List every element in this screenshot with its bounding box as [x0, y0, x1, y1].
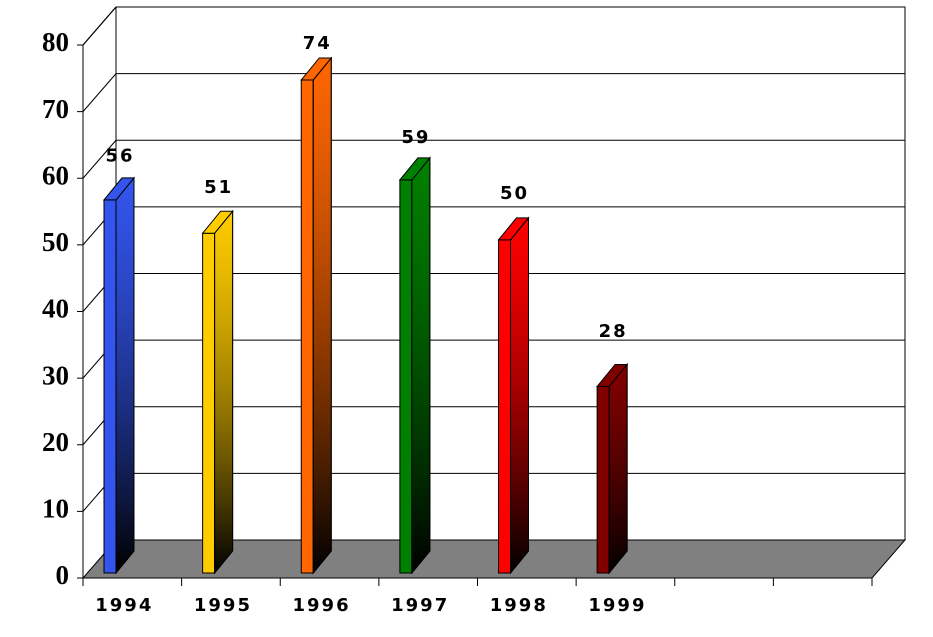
bar-front: [103, 199, 117, 574]
bar-top: [201, 210, 234, 234]
y-tick-label: 0: [56, 560, 70, 590]
bar-front: [300, 79, 314, 574]
x-tick-label: 1999: [588, 595, 646, 616]
bar-side-shade: [214, 209, 234, 575]
value-label: 50: [500, 183, 529, 204]
grid-line-side: [82, 139, 117, 179]
bar-top: [398, 157, 431, 181]
bar-top: [102, 177, 136, 201]
y-tick-label: 20: [42, 427, 69, 457]
bar-side-shade: [510, 216, 529, 575]
bar: [596, 363, 629, 575]
bar-front: [399, 179, 413, 574]
bar-front: [596, 385, 610, 574]
bar: [300, 56, 333, 575]
x-tick-label: 1998: [490, 595, 548, 616]
bar-side-shade: [312, 56, 332, 575]
side-wall-top: [82, 6, 117, 46]
value-label: 56: [105, 146, 134, 167]
y-tick-label: 30: [42, 360, 69, 390]
bar-top: [596, 363, 629, 387]
bar-front: [498, 239, 511, 574]
bar-top: [300, 57, 333, 81]
bar: [201, 209, 234, 575]
value-label: 28: [599, 321, 628, 342]
bar-side-shade: [411, 156, 431, 575]
x-tick-label: 1997: [391, 595, 449, 616]
bar-front: [202, 232, 216, 574]
bar: [497, 216, 530, 575]
value-label: 59: [401, 127, 430, 148]
x-tick-label: 1996: [293, 595, 351, 616]
y-tick-label: 40: [42, 294, 69, 324]
x-tick-label: 1995: [194, 595, 252, 616]
value-label: 74: [303, 33, 332, 54]
y-tick-label: 10: [42, 494, 69, 524]
y-tick-label: 50: [42, 227, 69, 257]
bar-side-shade: [115, 176, 135, 575]
y-tick-label: 80: [42, 27, 69, 57]
bar-top: [497, 217, 530, 241]
grid-line-side: [82, 73, 117, 112]
bar-side-shade: [608, 363, 628, 575]
bar: [102, 176, 136, 575]
y-tick-label: 70: [42, 94, 69, 124]
y-tick-label: 60: [42, 160, 69, 190]
value-label: 51: [204, 177, 233, 198]
bar: [398, 156, 431, 575]
x-tick-label: 1994: [95, 595, 153, 616]
